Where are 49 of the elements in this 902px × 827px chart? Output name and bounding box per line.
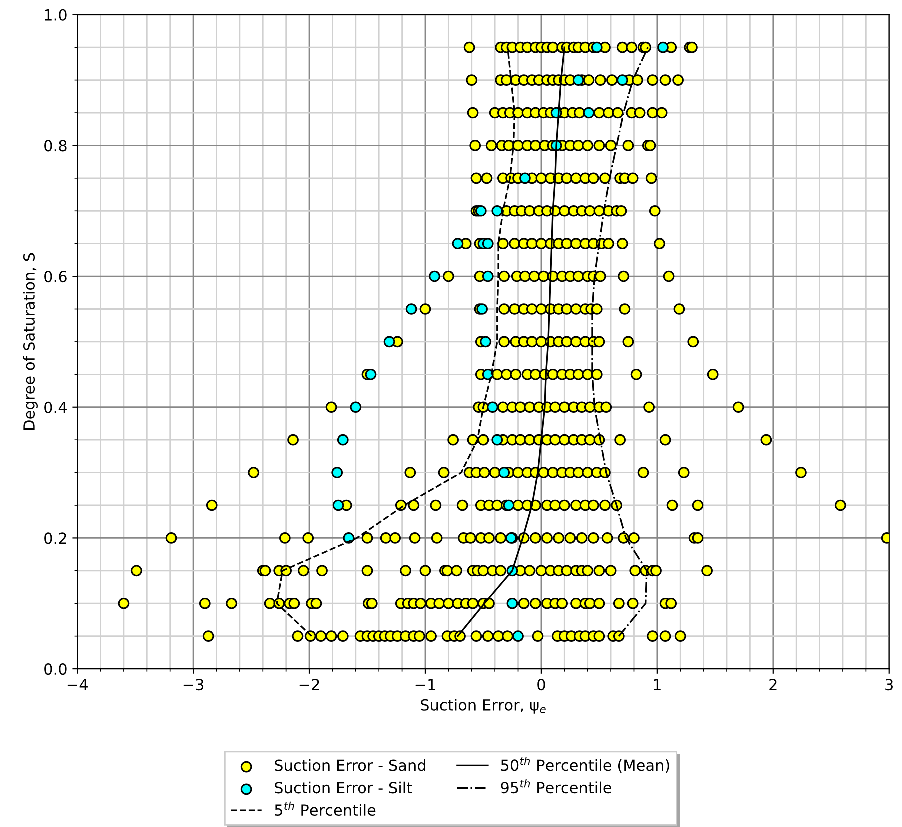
point [350,402,362,414]
y-tick-label: 0.8 [44,140,67,152]
point [616,74,628,86]
point [384,336,396,348]
point [475,205,487,217]
y-tick-label: 0.2 [44,532,66,544]
point [658,42,669,54]
point [476,304,488,315]
point [503,500,515,512]
point [482,238,494,250]
point [332,500,344,512]
legend-label: Suction Error - Silt [275,782,412,794]
point [591,42,603,54]
x-tick-label: 2 [770,679,777,690]
legend-label: 5$^{th}$ Percentile [275,802,376,816]
x-tick-label: 0 [538,679,546,691]
point [365,368,377,380]
point [492,434,504,446]
point [482,368,494,380]
point [498,467,510,478]
point [492,205,504,217]
point [332,467,344,478]
point [583,107,595,119]
x-tick-label: −1 [416,679,436,690]
point [480,336,492,348]
x-tick-label: −3 [184,679,204,691]
y-axis-title: Degree of Saturation, S [23,253,38,430]
legend-label: 95$^{th}$ Percentile [501,779,612,794]
point [337,434,349,446]
y-tick-label: 0.4 [44,402,67,414]
point [512,630,524,642]
x-axis-title: Suction Error, ψ$_{e}$ [421,699,546,714]
y-tick-label: 0.6 [44,271,67,283]
point [520,172,531,184]
point [452,238,464,250]
point [482,270,494,282]
x-tick-label: 3 [886,679,894,691]
point [572,74,584,86]
legend-label: Suction Error - Sand [275,759,426,772]
point [487,402,498,414]
x-tick-label: −2 [300,679,320,690]
y-tick-label: 0.0 [44,664,67,676]
point [506,598,518,610]
y-tick-label: 1.0 [45,9,67,21]
point [429,270,440,282]
legend-label: 50$^{th}$ Percentile (Mean) [501,757,670,773]
point [406,304,418,315]
x-tick-label: −4 [68,679,88,690]
x-tick-label: 1 [654,679,661,690]
